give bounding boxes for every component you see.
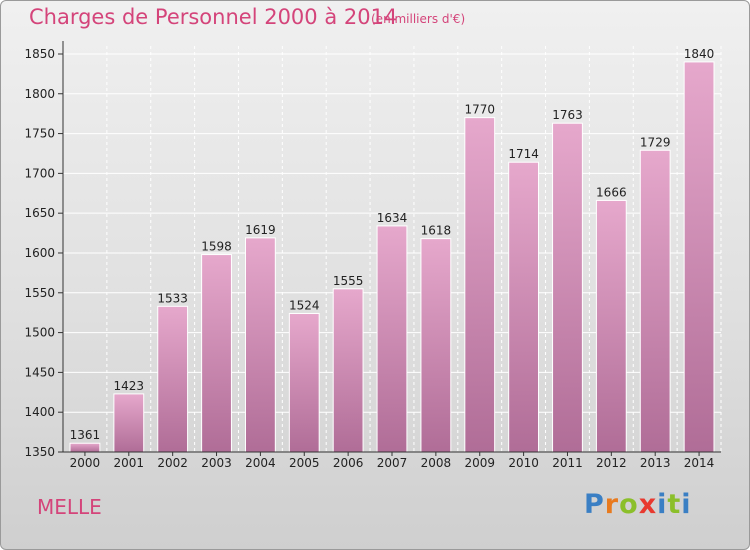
- x-tick-label: 2014: [684, 456, 715, 470]
- logo-letter: x: [638, 489, 658, 520]
- data-label: 1763: [552, 108, 583, 122]
- data-label: 1598: [201, 240, 232, 254]
- bars: [69, 61, 715, 453]
- data-label: 1619: [245, 223, 276, 237]
- data-label: 1714: [508, 147, 539, 161]
- y-tick-label: 1500: [24, 326, 55, 340]
- y-tick-label: 1800: [24, 87, 55, 101]
- data-label: 1729: [640, 135, 671, 149]
- logo-letter: o: [619, 489, 639, 520]
- bar-2014: [683, 61, 715, 453]
- proxiti-logo[interactable]: Proxiti: [584, 489, 692, 520]
- y-tick-label: 1550: [24, 286, 55, 300]
- data-label: 1770: [464, 103, 495, 117]
- bar-2006: [332, 288, 364, 453]
- x-tick-label: 2008: [421, 456, 452, 470]
- data-label: 1361: [70, 428, 101, 442]
- x-tick-label: 2004: [245, 456, 276, 470]
- x-tick-label: 2001: [114, 456, 145, 470]
- bar-2000: [69, 442, 101, 453]
- y-tick-label: 1850: [24, 47, 55, 61]
- y-tick-label: 1700: [24, 166, 55, 180]
- bar-2004: [244, 237, 276, 453]
- x-tick-label: 2005: [289, 456, 320, 470]
- y-tick-label: 1750: [24, 127, 55, 141]
- data-label: 1618: [421, 224, 452, 238]
- data-label: 1634: [377, 211, 408, 225]
- commune-name: MELLE: [37, 495, 102, 519]
- x-tick-label: 2003: [201, 456, 232, 470]
- bar-2008: [420, 238, 452, 453]
- bar-2003: [201, 254, 232, 453]
- x-tick-label: 2012: [596, 456, 627, 470]
- bar-2001: [113, 393, 145, 453]
- labels: 1361 2000 1423 2001 1533 2002 1598 2003 1619 2004…: [70, 47, 715, 470]
- bar-2013: [639, 149, 671, 453]
- bar-2002: [157, 305, 189, 453]
- data-label: 1423: [114, 379, 145, 393]
- bar-2009: [464, 117, 496, 453]
- bar-2012: [595, 199, 627, 453]
- data-label: 1524: [289, 298, 320, 312]
- x-tick-label: 2011: [552, 456, 583, 470]
- chart-subtitle: (en milliers d'€): [371, 12, 466, 26]
- logo-letter: t: [667, 489, 682, 520]
- logo-letter: i: [657, 489, 668, 520]
- axes: 1350 1400 1450 1500 1550 1600 1650 1700 1750 1800…: [24, 41, 721, 459]
- x-tick-label: 2013: [640, 456, 671, 470]
- logo-letter: i: [681, 489, 692, 520]
- chart-title: Charges de Personnel 2000 à 2014: [29, 5, 398, 29]
- x-tick-label: 2000: [70, 456, 101, 470]
- logo-letter: P: [584, 489, 605, 520]
- x-tick-label: 2009: [464, 456, 495, 470]
- x-tick-label: 2002: [157, 456, 188, 470]
- y-tick-label: 1650: [24, 206, 55, 220]
- x-tick-label: 2006: [333, 456, 364, 470]
- data-label: 1840: [684, 47, 715, 61]
- x-tick-label: 2007: [377, 456, 408, 470]
- bar-2011: [552, 122, 583, 453]
- bar-2007: [376, 225, 408, 453]
- data-label: 1533: [157, 291, 188, 305]
- y-tick-label: 1450: [24, 365, 55, 379]
- bar-2010: [508, 161, 540, 453]
- data-label: 1666: [596, 185, 627, 199]
- y-tick-label: 1400: [24, 405, 55, 419]
- data-label: 1555: [333, 274, 364, 288]
- y-tick-label: 1350: [24, 445, 55, 459]
- logo-letter: r: [604, 489, 620, 520]
- bar-2005: [288, 312, 320, 453]
- x-tick-label: 2010: [508, 456, 539, 470]
- y-tick-label: 1600: [24, 246, 55, 260]
